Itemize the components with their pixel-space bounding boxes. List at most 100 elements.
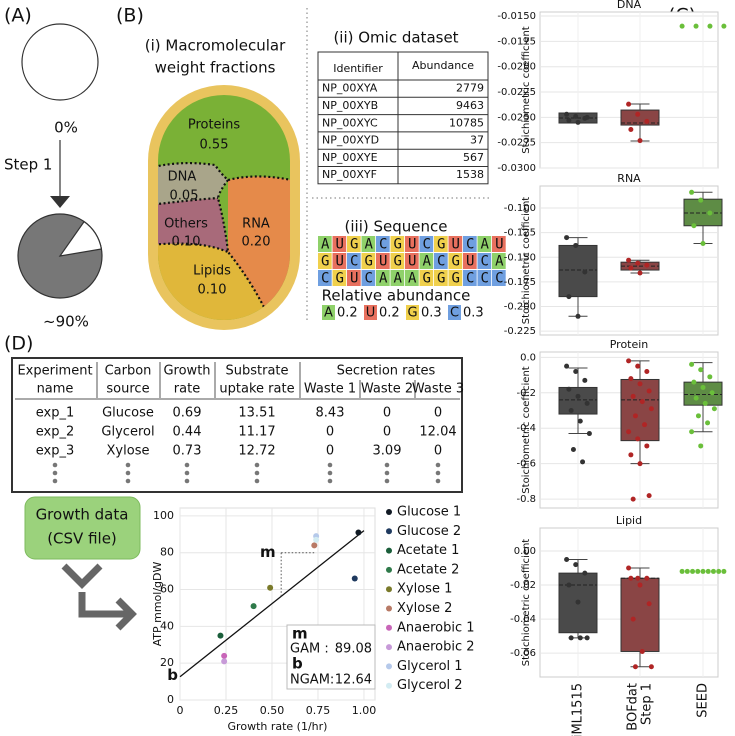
base-box — [492, 270, 506, 286]
intercept-symbol: b — [292, 655, 303, 673]
panel-label: (D) — [4, 333, 33, 355]
y-tick-label: -0.200 — [504, 301, 536, 312]
base-box — [419, 236, 434, 252]
base-box — [347, 270, 361, 286]
point — [566, 582, 572, 588]
growth-table: Experiment name Carbon source Growth rate Subs… — [15, 362, 464, 484]
x-tick-label: 0.75 — [306, 704, 331, 717]
point — [635, 575, 641, 581]
abundance-value: 0.3 — [421, 306, 442, 321]
point — [575, 119, 581, 125]
point — [644, 443, 650, 449]
ellipsis-dot — [125, 462, 131, 468]
base: G — [407, 306, 417, 321]
chart-title: RNA — [617, 172, 641, 185]
legend-marker — [386, 605, 392, 612]
x-tick-label: SEED — [696, 683, 711, 718]
point — [705, 568, 711, 574]
y-axis-label: Stoichiometric coefficient — [521, 26, 532, 153]
panel-label: (B) — [116, 5, 144, 27]
ellipsis-dot — [327, 478, 333, 484]
others-region — [158, 198, 228, 252]
x-tick-label: 0 — [177, 704, 184, 717]
y-tick-label: -0.6 — [516, 459, 536, 470]
point — [698, 197, 704, 203]
point — [710, 568, 716, 574]
component-name: Lipids — [193, 264, 231, 279]
point — [573, 369, 579, 374]
group-header: Secretion rates — [337, 364, 436, 379]
identifier: NP_00XYC — [322, 116, 378, 129]
legend-marker — [386, 528, 392, 535]
base-box — [434, 236, 448, 252]
point — [637, 270, 643, 276]
base-box — [434, 270, 448, 286]
y-tick-label: -0.0200 — [497, 62, 536, 73]
table-cell: Xylose — [107, 444, 150, 459]
box — [683, 381, 723, 406]
point — [573, 242, 579, 248]
point — [691, 379, 697, 385]
point — [221, 652, 228, 659]
point — [250, 603, 257, 610]
point — [644, 369, 650, 374]
point — [695, 568, 701, 574]
point — [575, 393, 581, 399]
slope-symbol: m — [260, 543, 276, 561]
identifier: NP_00XYB — [322, 99, 378, 112]
base-box — [332, 270, 347, 286]
legend-marker — [386, 566, 392, 573]
column-header: Experiment — [17, 364, 92, 379]
point — [573, 113, 579, 119]
weights-title: weight fractions — [155, 59, 276, 77]
csv-label: Growth data — [36, 506, 129, 524]
identifier: NP_00XYF — [322, 168, 377, 181]
point — [267, 584, 274, 591]
point — [644, 118, 650, 124]
point — [566, 117, 572, 123]
point — [679, 23, 685, 29]
point — [698, 443, 704, 449]
legend-marker — [386, 586, 392, 593]
component-value: 0.05 — [170, 189, 199, 204]
y-tick-label: 0.00 — [514, 546, 536, 557]
table-cell: Glucose — [102, 406, 154, 421]
chart-title: Lipid — [616, 514, 642, 527]
step-label: Step 1 — [4, 156, 52, 174]
ellipsis-dot — [254, 470, 260, 476]
point — [626, 358, 632, 364]
y-tick-label: 80 — [160, 546, 174, 559]
y-tick-label: -0.0275 — [497, 138, 536, 149]
base-box — [364, 305, 377, 320]
column-header: Identifier — [333, 62, 383, 75]
column-header: uptake rate — [219, 382, 294, 397]
ellipsis-dot — [327, 470, 333, 476]
fit-label: GAM : — [290, 642, 329, 657]
identifier: NP_00XYE — [322, 151, 378, 164]
ellipsis-dot — [125, 478, 131, 484]
point — [575, 599, 581, 605]
flow-arrow — [61, 563, 137, 631]
point — [707, 374, 713, 380]
point — [700, 240, 706, 246]
abundance-value: 0.2 — [337, 306, 358, 321]
ellipsis-dot — [254, 462, 260, 468]
base-box — [390, 253, 405, 269]
component-value: 0.20 — [242, 235, 271, 250]
chart-title: Protein — [610, 338, 649, 351]
table-cell: 3.09 — [373, 444, 402, 459]
abundance: 1538 — [456, 168, 484, 181]
point — [626, 429, 632, 435]
y-tick-label: -0.0250 — [497, 112, 536, 123]
point — [644, 262, 650, 268]
legend-marker — [386, 663, 392, 670]
y-tick-label: 0.0 — [520, 352, 536, 363]
base-box — [332, 236, 347, 252]
table-cell: 11.17 — [238, 425, 275, 440]
base-box — [477, 253, 492, 269]
column-header: Waste 3 — [412, 382, 464, 397]
point — [628, 452, 634, 458]
base-box — [419, 253, 434, 269]
